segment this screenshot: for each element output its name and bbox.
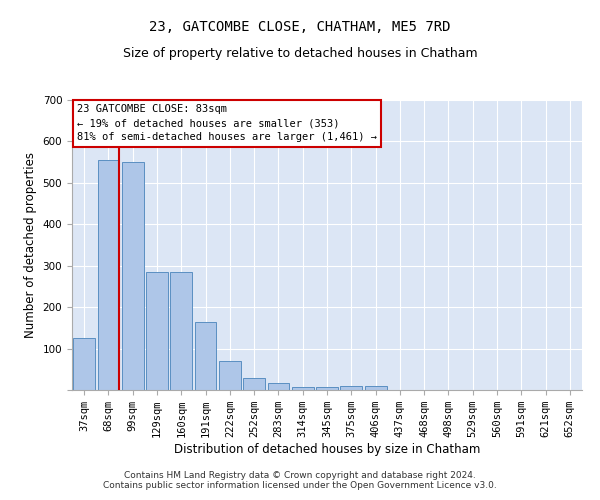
- Bar: [170, 272, 192, 390]
- Text: Size of property relative to detached houses in Chatham: Size of property relative to detached ho…: [122, 48, 478, 60]
- Bar: [340, 386, 362, 390]
- X-axis label: Distribution of detached houses by size in Chatham: Distribution of detached houses by size …: [174, 443, 480, 456]
- Text: 23 GATCOMBE CLOSE: 83sqm
← 19% of detached houses are smaller (353)
81% of semi-: 23 GATCOMBE CLOSE: 83sqm ← 19% of detach…: [77, 104, 377, 142]
- Bar: [194, 322, 217, 390]
- Bar: [316, 387, 338, 390]
- Text: Contains HM Land Registry data © Crown copyright and database right 2024.
Contai: Contains HM Land Registry data © Crown c…: [103, 470, 497, 490]
- Bar: [146, 272, 168, 390]
- Bar: [365, 386, 386, 390]
- Bar: [219, 361, 241, 390]
- Bar: [97, 160, 119, 390]
- Bar: [243, 378, 265, 390]
- Text: 23, GATCOMBE CLOSE, CHATHAM, ME5 7RD: 23, GATCOMBE CLOSE, CHATHAM, ME5 7RD: [149, 20, 451, 34]
- Y-axis label: Number of detached properties: Number of detached properties: [24, 152, 37, 338]
- Bar: [268, 382, 289, 390]
- Bar: [292, 387, 314, 390]
- Bar: [122, 162, 143, 390]
- Bar: [73, 338, 95, 390]
